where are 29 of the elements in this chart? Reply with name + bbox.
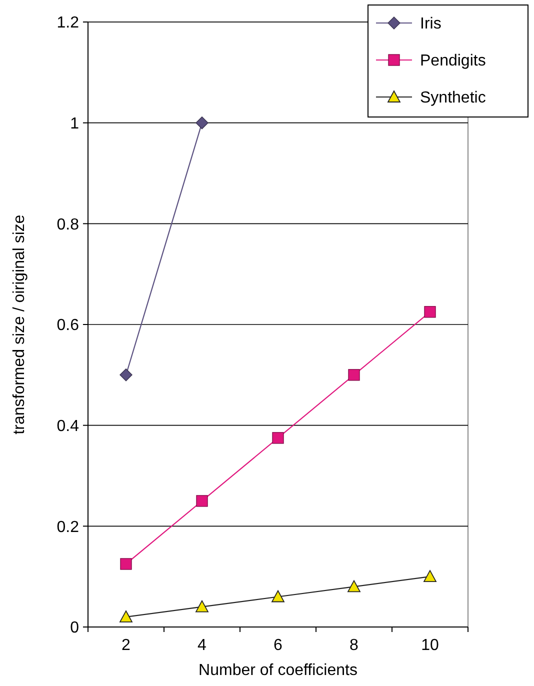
point — [120, 558, 132, 570]
y-axis-title: transformed size / oiriginal size — [11, 214, 28, 434]
point — [196, 495, 208, 507]
y-tick-label: 0 — [70, 620, 80, 637]
point — [272, 432, 284, 444]
y-tick-label: 1 — [70, 115, 80, 132]
y-tick-label: 0.8 — [56, 216, 80, 234]
point — [424, 570, 436, 582]
point — [120, 610, 132, 622]
point — [424, 306, 436, 318]
x-axis-title: Number of coefficients — [198, 662, 358, 679]
point — [272, 590, 284, 602]
point — [196, 600, 208, 612]
point — [348, 369, 360, 381]
point — [196, 116, 208, 130]
x-tick-label: 4 — [198, 637, 207, 654]
x-tick-label: 2 — [122, 637, 131, 654]
y-tick-label: 0.2 — [56, 518, 80, 536]
x-tick-label: 8 — [350, 637, 359, 654]
y-tick-label: 0.4 — [56, 418, 80, 435]
legend-label: Pendigits — [420, 52, 486, 70]
x-tick-label: 6 — [274, 637, 283, 654]
y-tick-label: 1.2 — [56, 14, 80, 32]
legend-label: Synthetic — [420, 90, 486, 107]
y-tick-label: 0.6 — [56, 317, 80, 334]
legend-label: Iris — [420, 16, 442, 33]
point — [348, 580, 360, 592]
x-tick-label: 10 — [421, 637, 439, 654]
point — [120, 368, 132, 382]
